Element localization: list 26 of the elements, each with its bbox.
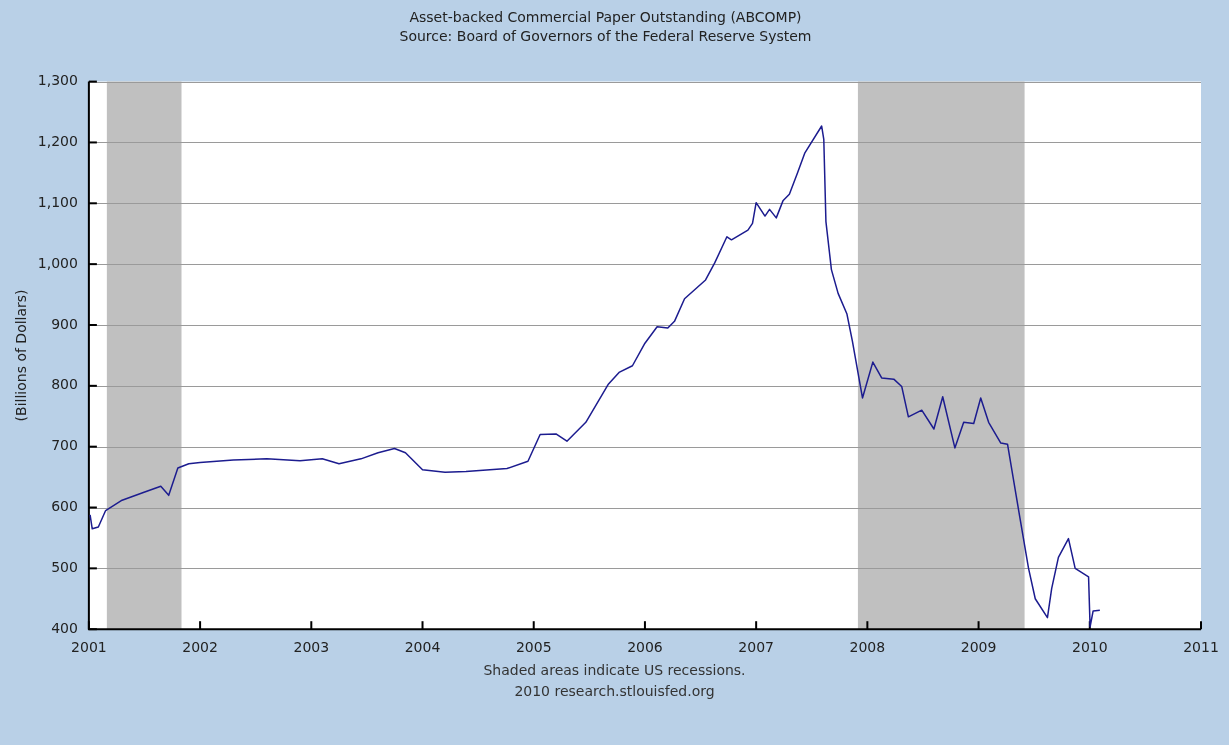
x-tick-label: 2011: [1183, 639, 1219, 656]
x-tick-label: 2009: [960, 639, 997, 656]
y-tick-label: 500: [51, 559, 78, 575]
x-tick-label: 2004: [404, 639, 441, 656]
x-tick-label: 2005: [515, 639, 552, 656]
y-tick-label: 600: [51, 498, 78, 515]
text: Shaded areas indicate US recessions.: [482, 661, 747, 680]
x-tick-label: 2007: [738, 639, 774, 656]
y-tick-label: 800: [51, 376, 78, 393]
y-tick-label: 400: [51, 619, 78, 636]
text: 2010 research.stlouisfed.org: [513, 682, 716, 701]
x-tick-label: 2008: [849, 639, 886, 656]
x-tick-label: 2006: [627, 639, 663, 656]
x-tick-label: 2010: [1071, 639, 1108, 656]
x-tick-label: 2002: [182, 639, 218, 656]
y-tick-label: 1,300: [37, 72, 78, 89]
y-tick-label: 1,000: [37, 254, 78, 271]
x-tick-label: 2003: [293, 639, 330, 656]
y-axis-title: (Billions of Dollars): [13, 289, 30, 422]
chart-title: Asset-backed Commercial Paper Outstanding (ABCOMP): [409, 9, 802, 26]
y-tick-label: 900: [51, 315, 78, 332]
y-tick-label: 1,200: [37, 133, 78, 150]
y-tick-label: 700: [51, 437, 78, 454]
x-tick-label: 2001: [71, 639, 107, 656]
chart-subtitle: Source: Board of Governors of the Federal Reserve System: [399, 27, 812, 44]
y-tick-label: 1,100: [37, 193, 78, 210]
